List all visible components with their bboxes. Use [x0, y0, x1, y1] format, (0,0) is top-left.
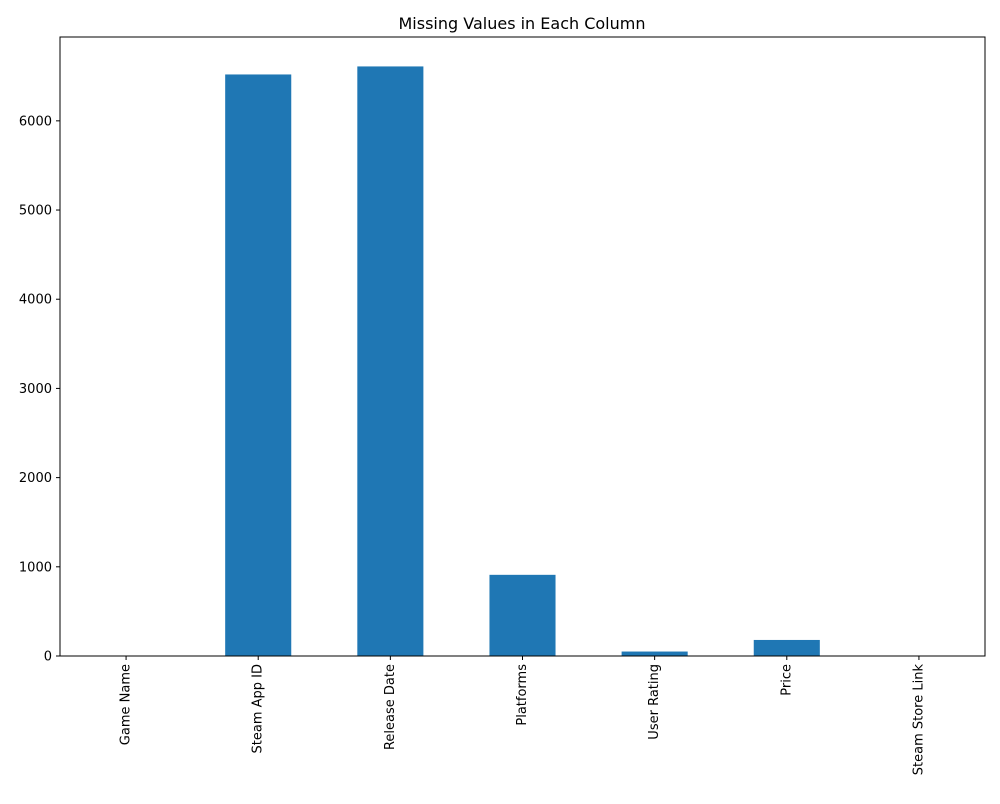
y-tick-label: 5000: [19, 204, 52, 219]
bar-price: [753, 639, 820, 656]
y-tick-label: 2000: [19, 471, 52, 486]
bar-release-date: [357, 66, 424, 657]
x-tick-label: Steam Store Link: [911, 664, 926, 776]
x-tick-label: Steam App ID: [251, 664, 266, 753]
x-tick-label: Game Name: [119, 664, 134, 745]
x-axis: Game Name Steam App ID Release Date Platfor…: [119, 656, 926, 776]
y-tick-label: 1000: [19, 560, 52, 575]
bar-steam-app-id: [225, 74, 292, 656]
x-tick-label: User Rating: [647, 664, 662, 740]
x-tick-label: Release Date: [383, 664, 398, 750]
x-tick-label: Price: [779, 664, 794, 696]
y-tick-label: 4000: [19, 293, 52, 308]
y-tick-label: 0: [44, 650, 52, 665]
chart-title: Missing Values in Each Column: [399, 14, 646, 33]
x-tick-label: Platforms: [515, 664, 530, 726]
bars-group: [225, 66, 820, 657]
y-tick-label: 6000: [19, 114, 52, 129]
bar-platforms: [489, 574, 556, 656]
y-axis: 0 1000 2000 3000 4000 5000 6000: [19, 114, 60, 665]
bar-user-rating: [621, 651, 688, 656]
plot-frame: [59, 36, 986, 657]
y-tick-label: 3000: [19, 382, 52, 397]
